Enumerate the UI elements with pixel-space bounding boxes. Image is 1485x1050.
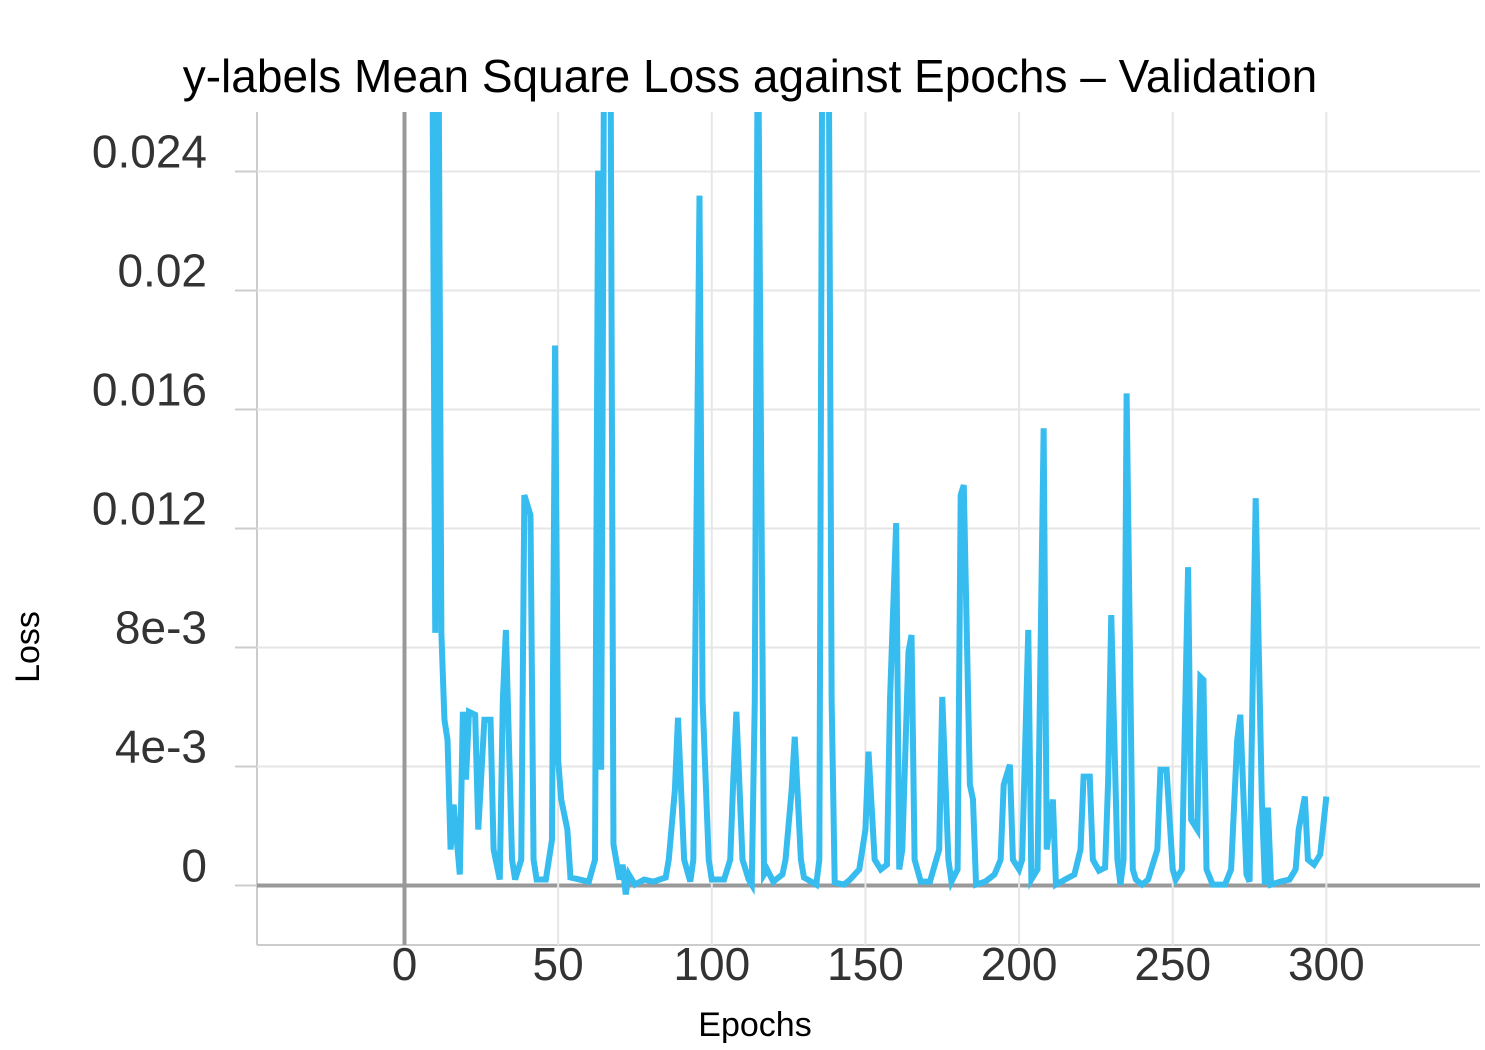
x-tick-label: 200 bbox=[981, 938, 1058, 990]
y-tick-label: 0.02 bbox=[117, 245, 207, 297]
x-axis-label: Epochs bbox=[698, 1006, 811, 1044]
x-tick-label: 50 bbox=[533, 938, 584, 990]
y-tick-label: 0 bbox=[181, 840, 207, 892]
y-tick-label: 0.012 bbox=[92, 483, 207, 535]
y-tick-label: 8e-3 bbox=[115, 602, 207, 654]
x-tick-label: 250 bbox=[1134, 938, 1211, 990]
x-tick-label: 150 bbox=[827, 938, 904, 990]
x-tick-label: 100 bbox=[673, 938, 750, 990]
chart-title: y-labels Mean Square Loss against Epochs… bbox=[183, 50, 1318, 102]
y-tick-label: 0.016 bbox=[92, 364, 207, 416]
y-tick-label: 4e-3 bbox=[115, 721, 207, 773]
y-axis-label: Loss bbox=[9, 611, 47, 683]
data-line bbox=[429, 112, 1330, 896]
y-tick-label: 0.024 bbox=[92, 126, 207, 178]
x-tick-label: 300 bbox=[1288, 938, 1365, 990]
x-tick-label: 0 bbox=[392, 938, 418, 990]
